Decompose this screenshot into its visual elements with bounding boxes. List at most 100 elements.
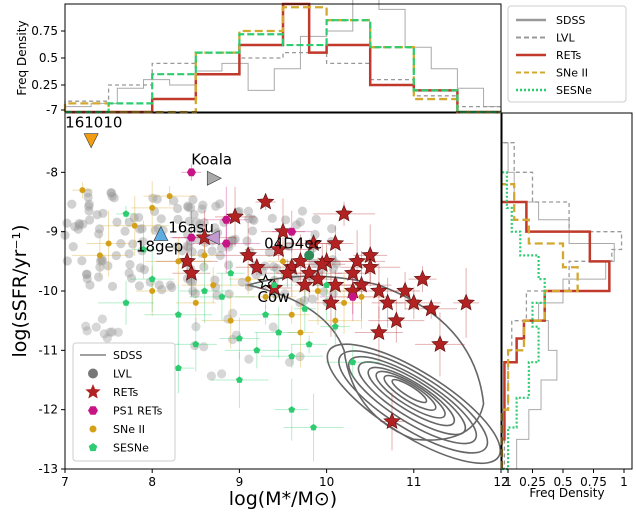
legend-frame: [72, 342, 176, 462]
legend-label: RETs: [113, 386, 138, 399]
lvl-point: [82, 326, 92, 336]
ps1-ret-point: [186, 168, 196, 177]
lvl-point: [207, 246, 217, 256]
annotation-label: 16asu: [168, 219, 214, 237]
lvl-point: [109, 193, 119, 203]
lvl-point: [98, 208, 108, 218]
right-x-tick-label: 0.75: [580, 475, 607, 489]
lvl-point: [284, 241, 294, 251]
right-histogram-panel: 1 0.25 0.5 0.75 1 Freq Density: [500, 112, 633, 500]
ps1-ret-point: [221, 239, 231, 248]
ps1-ret-point: [221, 215, 231, 224]
sesne-point: [201, 287, 208, 294]
ret-point: [269, 240, 288, 257]
lvl-point: [319, 287, 329, 297]
sdss-contours: [244, 275, 502, 465]
ret-point: [343, 263, 362, 281]
lvl-point: [187, 277, 197, 287]
lvl-point: [154, 280, 164, 290]
sne-ii-point: [210, 282, 217, 289]
lvl-point: [198, 200, 208, 210]
hist-sesne: [65, 19, 501, 114]
lvl-point: [195, 219, 205, 229]
lvl-point: [167, 282, 177, 293]
lvl-point: [215, 199, 225, 209]
lvl-point: [84, 206, 94, 216]
lvl-point: [189, 209, 199, 219]
sesne-point: [218, 293, 226, 300]
lvl-point: [244, 354, 254, 364]
lvl-point: [172, 241, 182, 252]
sne-ii-point: [288, 311, 295, 318]
lvl-point: [188, 286, 198, 296]
lvl-point: [95, 262, 105, 272]
lvl-point: [169, 196, 179, 206]
lvl-point: [139, 264, 149, 275]
lvl-point: [249, 215, 259, 225]
legend-swatch: [88, 443, 98, 452]
series-points: [79, 168, 475, 431]
y-tick-label: -8: [46, 165, 58, 179]
lvl-point: [311, 214, 321, 225]
hist-sneii: [63, 6, 501, 114]
lvl-point: [70, 222, 80, 232]
sesne-point: [148, 275, 156, 282]
sesne-point: [236, 334, 243, 342]
lvl-point: [228, 308, 238, 318]
lvl-point: [247, 226, 258, 236]
ret-point: [248, 258, 266, 275]
sesne-point: [227, 269, 235, 277]
sesne-point: [174, 311, 182, 318]
x-tick-label: 12: [493, 475, 508, 489]
sesne-point: [288, 406, 296, 413]
lvl-point: [191, 217, 201, 227]
lvl-point: [186, 203, 196, 213]
lvl-point: [188, 195, 198, 205]
lvl-point: [94, 224, 105, 234]
lvl-point: [217, 369, 227, 379]
sne-ii-point: [175, 258, 182, 265]
lvl-point: [83, 188, 93, 198]
right-histogram-steps: [500, 142, 623, 471]
sne-ii-point: [280, 258, 286, 265]
lvl-point: [107, 327, 117, 337]
sne-ii-point: [105, 240, 112, 247]
lvl-point: [210, 223, 220, 233]
lvl-point: [111, 250, 121, 261]
sdss-contour: [375, 370, 446, 419]
lvl-point: [134, 281, 145, 291]
sesne-point: [331, 323, 339, 330]
lvl-point: [92, 210, 102, 220]
lvl-point: [199, 262, 209, 272]
ret-point: [322, 293, 340, 311]
sne-ii-point: [358, 293, 365, 300]
sne-ii-point: [149, 204, 156, 211]
top-y-tick-label: 0.5: [39, 51, 58, 65]
lvl-point: [230, 234, 240, 244]
lvl-point: [195, 224, 205, 234]
sesne-point: [122, 210, 130, 217]
lvl-point: [73, 224, 83, 234]
x-tick-label: 11: [406, 475, 421, 489]
y-tick-label: -9: [46, 225, 58, 239]
lvl-point: [267, 213, 277, 223]
lvl-point: [211, 201, 221, 211]
lvl-point: [67, 199, 77, 209]
ret-point: [457, 293, 475, 311]
lvl-point: [129, 213, 139, 223]
ret-point: [378, 293, 397, 311]
lvl-point: [62, 256, 72, 266]
lvl-point: [172, 203, 183, 214]
lvl-point: [184, 242, 194, 252]
lvl-point: [120, 226, 130, 236]
lvl-point: [183, 202, 193, 212]
legend-label: SESNe: [556, 84, 592, 97]
sne-ii-point: [79, 187, 86, 194]
lvl-point: [156, 214, 166, 224]
hist-sdss-right: [502, 142, 615, 470]
right-x-ticks: 1 0.25 0.5 0.75 1: [504, 469, 628, 489]
ret-point: [309, 269, 327, 287]
annotation-label: 18gep: [136, 238, 183, 256]
lvl-point: [184, 216, 194, 226]
